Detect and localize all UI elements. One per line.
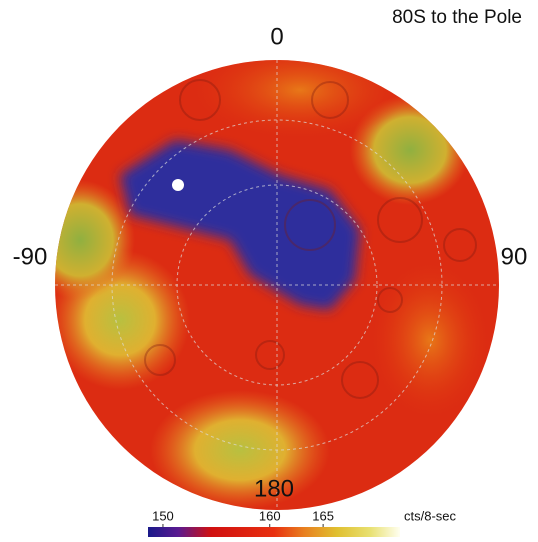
longitude-label: 90 bbox=[501, 243, 528, 270]
polar-map bbox=[25, 40, 520, 520]
map-title: 80S to the Pole bbox=[392, 7, 522, 28]
colorbar bbox=[148, 527, 400, 537]
colorbar-tick-label: 160 bbox=[259, 508, 281, 523]
longitude-label: -90 bbox=[13, 243, 48, 270]
colorbar-tick-label: 165 bbox=[312, 508, 334, 523]
map-figure: 80S to the Pole 0 -90 90 180 cts/8-sec 1… bbox=[0, 0, 538, 537]
site-marker bbox=[172, 179, 184, 191]
colorbar-tick-label: 150 bbox=[152, 508, 174, 523]
longitude-label: 180 bbox=[254, 475, 294, 502]
colorbar-unit: cts/8-sec bbox=[404, 508, 457, 523]
longitude-label: 0 bbox=[270, 23, 283, 50]
